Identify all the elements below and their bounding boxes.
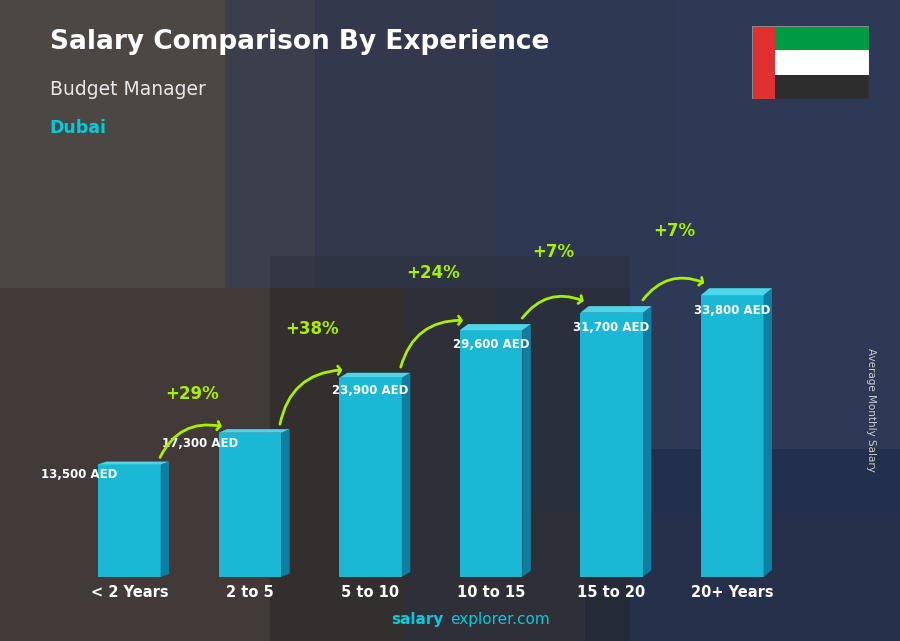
- Bar: [585, 449, 900, 641]
- Polygon shape: [219, 433, 281, 577]
- Polygon shape: [460, 330, 522, 577]
- Text: salary: salary: [392, 612, 444, 627]
- Bar: [752, 26, 775, 99]
- Polygon shape: [643, 306, 652, 577]
- Bar: [775, 26, 868, 50]
- Polygon shape: [339, 378, 401, 577]
- Polygon shape: [580, 313, 643, 577]
- Text: 13,500 AED: 13,500 AED: [40, 468, 117, 481]
- Polygon shape: [763, 288, 772, 577]
- Bar: [495, 0, 900, 513]
- Polygon shape: [161, 462, 169, 577]
- Polygon shape: [98, 464, 161, 577]
- Text: +29%: +29%: [165, 385, 219, 403]
- Polygon shape: [219, 429, 290, 433]
- Polygon shape: [460, 324, 531, 330]
- Polygon shape: [98, 462, 169, 464]
- Text: +38%: +38%: [285, 320, 339, 338]
- Bar: [270, 256, 630, 641]
- Text: Average Monthly Salary: Average Monthly Salary: [866, 348, 877, 472]
- Bar: [0, 288, 405, 641]
- Text: Salary Comparison By Experience: Salary Comparison By Experience: [50, 29, 549, 55]
- Polygon shape: [522, 324, 531, 577]
- Polygon shape: [701, 288, 772, 296]
- Text: explorer.com: explorer.com: [450, 612, 550, 627]
- Text: 23,900 AED: 23,900 AED: [332, 384, 409, 397]
- Text: 31,700 AED: 31,700 AED: [573, 320, 650, 334]
- Polygon shape: [401, 373, 410, 577]
- Text: +24%: +24%: [406, 263, 460, 281]
- Bar: [775, 50, 868, 75]
- Bar: [225, 0, 675, 288]
- Text: Dubai: Dubai: [50, 119, 106, 137]
- Polygon shape: [339, 373, 410, 378]
- Text: 17,300 AED: 17,300 AED: [162, 437, 238, 450]
- Text: +7%: +7%: [652, 222, 695, 240]
- Polygon shape: [580, 306, 652, 313]
- Bar: [775, 75, 868, 99]
- Text: Budget Manager: Budget Manager: [50, 80, 205, 99]
- Text: 29,600 AED: 29,600 AED: [453, 338, 529, 351]
- Text: +7%: +7%: [533, 243, 574, 261]
- Polygon shape: [701, 296, 763, 577]
- Text: 33,800 AED: 33,800 AED: [694, 304, 770, 317]
- Polygon shape: [281, 429, 290, 577]
- Bar: [0, 0, 315, 288]
